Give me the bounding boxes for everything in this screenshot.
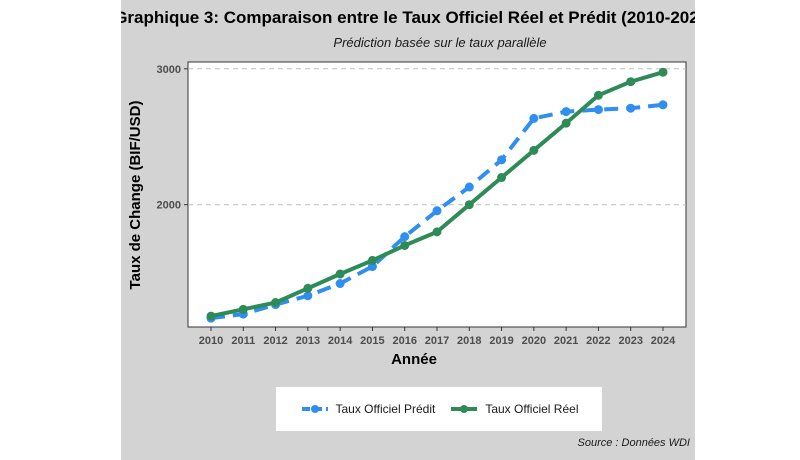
x-tick-label: 2014	[328, 335, 353, 347]
chart-title: Graphique 3: Comparaison entre le Taux O…	[121, 8, 695, 27]
series-1-point-2024	[658, 67, 668, 77]
legend-item-reel: Taux Officiel Réel	[449, 402, 578, 416]
x-tick-label: 2011	[231, 335, 255, 347]
chart-panel: Graphique 3: Comparaison entre le Taux O…	[121, 0, 695, 460]
series-1-point-2012	[271, 298, 281, 308]
series-0-point-2020	[529, 113, 539, 123]
series-1-point-2010	[206, 311, 216, 321]
series-0-point-2018	[464, 182, 474, 192]
series-1-point-2011	[238, 304, 248, 314]
x-tick-label: 2016	[392, 335, 416, 347]
series-1-point-2016	[400, 240, 410, 250]
y-axis-ticks: 2000 3000	[157, 64, 188, 212]
plot-area	[187, 61, 687, 328]
x-tick-label: 2023	[618, 335, 642, 347]
x-tick-label: 2012	[263, 335, 287, 347]
x-tick-label: 2017	[425, 335, 449, 347]
legend-label-reel: Taux Officiel Réel	[485, 402, 579, 416]
x-tick-label: 2013	[296, 335, 320, 347]
series-0-point-2021	[561, 107, 571, 117]
series-1-point-2014	[335, 269, 345, 279]
x-tick-label: 2022	[586, 335, 610, 347]
series-1-point-2022	[593, 90, 603, 100]
series-1-point-2015	[367, 255, 377, 265]
x-tick-label: 2020	[522, 335, 546, 347]
y-axis-label: Taux de Change (BIF/USD)	[127, 101, 144, 290]
series-1-point-2021	[561, 118, 571, 128]
series-0-point-2022	[593, 105, 603, 115]
chart-svg: Graphique 3: Comparaison entre le Taux O…	[121, 8, 695, 368]
x-axis-ticks: 2010 2011 2012 2013 2014 2015 2016 2017 2018 2019…	[199, 327, 676, 347]
source-note: Source : Données WDI	[577, 437, 691, 449]
y-tick-label: 3000	[157, 64, 181, 76]
series-1-point-2019	[497, 173, 507, 183]
y-tick-label: 2000	[157, 200, 181, 212]
x-tick-label: 2010	[199, 335, 223, 347]
legend-label-predit: Taux Officiel Prédit	[335, 402, 436, 416]
legend-key-reel	[451, 405, 478, 413]
series-0-point-2023	[626, 103, 636, 113]
chart-subtitle: Prédiction basée sur le taux parallèle	[333, 35, 546, 50]
legend-item-predit: Taux Officiel Prédit	[300, 402, 436, 416]
series-layer	[206, 67, 668, 323]
x-tick-label: 2019	[489, 335, 513, 347]
series-0-point-2014	[335, 279, 345, 289]
x-axis-label: Année	[391, 351, 437, 368]
x-tick-label: 2021	[554, 335, 578, 347]
grid-lines	[188, 68, 686, 206]
series-1-point-2023	[626, 77, 636, 87]
series-1-point-2018	[464, 200, 474, 210]
legend: Taux Officiel Prédit Taux Officiel Réel	[276, 387, 602, 431]
series-0-point-2019	[497, 155, 507, 165]
series-1-point-2020	[529, 145, 539, 155]
legend-key-predit	[301, 405, 328, 413]
series-line-0	[210, 102, 664, 321]
series-0-point-2016	[400, 232, 410, 242]
series-0-point-2013	[303, 291, 313, 301]
series-1-point-2013	[303, 283, 313, 293]
series-1-point-2017	[432, 227, 442, 237]
x-tick-label: 2024	[651, 335, 676, 347]
series-0-point-2017	[432, 206, 442, 216]
x-tick-label: 2015	[360, 335, 384, 347]
series-0-point-2024	[658, 100, 668, 110]
x-tick-label: 2018	[457, 335, 481, 347]
